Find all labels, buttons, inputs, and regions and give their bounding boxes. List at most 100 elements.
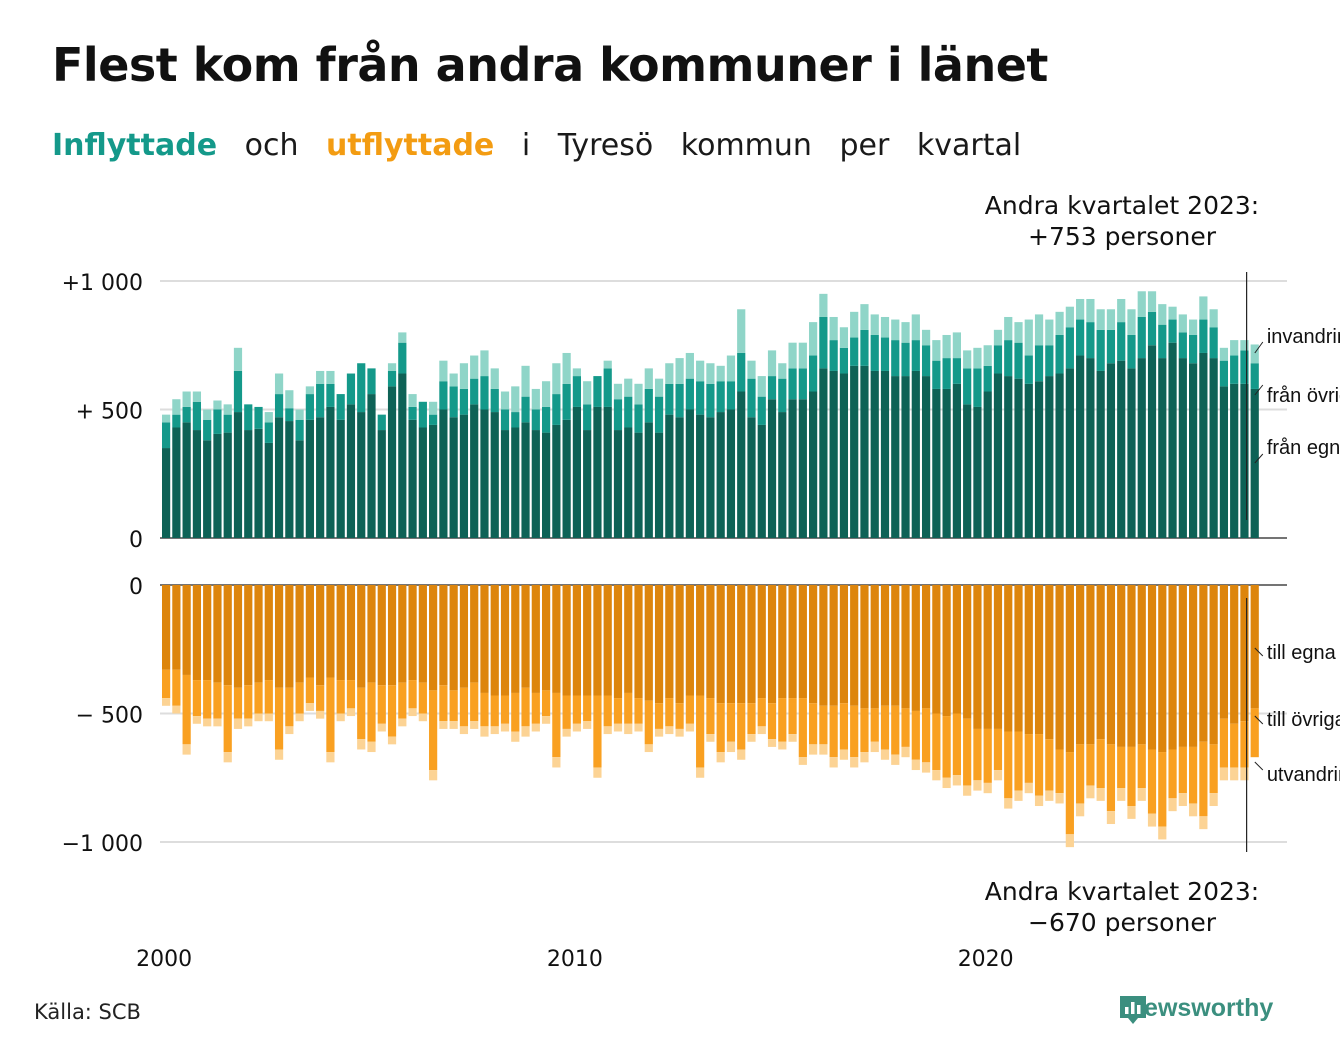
outflow-bar-segment bbox=[1004, 798, 1013, 809]
outflow-bar-segment bbox=[511, 692, 520, 732]
outflow-bar-segment bbox=[613, 723, 623, 732]
inflow-bar-segment bbox=[737, 309, 746, 353]
outflow-bar-segment bbox=[1127, 585, 1136, 747]
outflow-bar-segment bbox=[624, 585, 633, 693]
inflow-bar-segment bbox=[1250, 363, 1259, 389]
inflow-bar-segment bbox=[470, 404, 479, 538]
inflow-bar-segment bbox=[562, 352, 571, 384]
inflow-bar-segment bbox=[541, 406, 551, 433]
outflow-bar-segment bbox=[1230, 723, 1239, 768]
inflow-bar-segment bbox=[367, 368, 376, 395]
inflow-bar-segment bbox=[459, 388, 469, 415]
inflow-bar-segment bbox=[449, 417, 458, 538]
inflow-bar-segment bbox=[326, 406, 335, 538]
outflow-bar-segment bbox=[480, 692, 489, 727]
outflow-bar-segment bbox=[993, 728, 1003, 771]
outflow-bar-segment bbox=[952, 775, 961, 786]
outflow-bar-segment bbox=[932, 770, 941, 781]
outflow-bar-segment bbox=[203, 585, 212, 681]
inflow-bar-segment bbox=[654, 432, 664, 538]
inflow-bar-segment bbox=[1240, 350, 1249, 384]
inflow-bar-segment bbox=[901, 376, 910, 538]
outflow-bar-segment bbox=[767, 739, 777, 747]
inflow-bar-segment bbox=[593, 406, 602, 538]
inflow-bar-segment bbox=[1199, 352, 1208, 538]
outflow-bar-segment bbox=[726, 703, 736, 742]
inflow-bar-segment bbox=[1158, 358, 1167, 538]
inflow-bar-segment bbox=[162, 414, 171, 423]
inflow-bar-segment bbox=[398, 373, 407, 538]
inflow-bar-segment bbox=[1086, 358, 1095, 538]
inflow-bar-segment bbox=[500, 409, 510, 431]
outflow-bar-segment bbox=[367, 585, 376, 683]
outflow-bar-segment bbox=[480, 585, 489, 693]
outflow-bar-segment bbox=[613, 585, 623, 699]
bottom-y-tick-label: 0 bbox=[129, 575, 143, 600]
inflow-bar-segment bbox=[696, 381, 705, 415]
outflow-bar-segment bbox=[993, 585, 1003, 729]
outflow-bar-segment bbox=[449, 690, 458, 722]
outflow-bar-segment bbox=[1219, 718, 1229, 768]
inflow-bar-segment bbox=[1117, 322, 1126, 361]
brand-logo[interactable]: Newsworthy bbox=[1118, 994, 1273, 1024]
outflow-bar-segment bbox=[274, 687, 284, 750]
inflow-bar-segment bbox=[1209, 309, 1218, 328]
inflow-bar-segment bbox=[942, 388, 951, 538]
inflow-bar-segment bbox=[387, 363, 397, 371]
outflow-bar-segment bbox=[418, 713, 427, 722]
inflow-bar-segment bbox=[500, 430, 510, 538]
outflow-bar-segment bbox=[1024, 734, 1033, 783]
inflow-bar-segment bbox=[182, 422, 191, 538]
outflow-bar-segment bbox=[767, 585, 777, 704]
inflow-bar-segment bbox=[274, 394, 284, 418]
inflow-bar-segment bbox=[398, 342, 407, 374]
outflow-bar-segment bbox=[1055, 749, 1064, 794]
inflow-bar-segment bbox=[1096, 309, 1105, 330]
outflow-bar-segment bbox=[1168, 749, 1177, 799]
outflow-bar-segment bbox=[1086, 785, 1095, 799]
inflow-bar-segment bbox=[521, 365, 530, 397]
outflow-bar-segment bbox=[901, 708, 910, 747]
inflow-bar-segment bbox=[767, 376, 777, 400]
outflow-bar-segment bbox=[336, 680, 345, 714]
inflow-bar-segment bbox=[531, 409, 540, 431]
inflow-bar-segment bbox=[778, 412, 787, 538]
series-label: från övriga län bbox=[1267, 385, 1340, 407]
inflow-bar-segment bbox=[1034, 381, 1044, 538]
outflow-bar-segment bbox=[316, 585, 325, 686]
inflow-bar-segment bbox=[1004, 340, 1013, 377]
outflow-bar-segment bbox=[367, 741, 376, 753]
inflow-bar-segment bbox=[1178, 332, 1187, 359]
inflow-bar-segment bbox=[983, 391, 992, 538]
inflow-bar-segment bbox=[932, 388, 941, 538]
inflow-bar-segment bbox=[880, 370, 890, 538]
inflow-bar-segment bbox=[860, 304, 869, 330]
inflow-bar-segment bbox=[490, 368, 499, 389]
outflow-bar-segment bbox=[952, 713, 961, 776]
outflow-bar-segment bbox=[1065, 752, 1074, 835]
inflow-bar-segment bbox=[233, 347, 243, 371]
outflow-bar-segment bbox=[788, 585, 797, 699]
inflow-bar-segment bbox=[726, 381, 736, 410]
inflow-bar-segment bbox=[613, 399, 623, 431]
outflow-bar-segment bbox=[839, 703, 849, 750]
outflow-bar-segment bbox=[223, 585, 232, 686]
inflow-bar-segment bbox=[901, 342, 910, 377]
inflow-bar-segment bbox=[1065, 327, 1074, 369]
outflow-bar-segment bbox=[172, 669, 181, 706]
outflow-bar-segment bbox=[778, 698, 787, 742]
outflow-bar-segment bbox=[192, 585, 202, 681]
x-tick-label: 2010 bbox=[547, 947, 603, 972]
outflow-bar-segment bbox=[829, 757, 838, 768]
inflow-bar-segment bbox=[737, 352, 746, 392]
inflow-bar-segment bbox=[480, 376, 489, 410]
outflow-bar-segment bbox=[819, 705, 828, 745]
outflow-bar-segment bbox=[500, 695, 510, 724]
outflow-bar-segment bbox=[541, 716, 551, 724]
inflow-bar-segment bbox=[264, 412, 273, 423]
inflow-bar-segment bbox=[809, 322, 818, 356]
outflow-bar-segment bbox=[459, 585, 469, 688]
outflow-bar-segment bbox=[1004, 585, 1013, 732]
inflow-bar-segment bbox=[541, 381, 551, 407]
outflow-bar-segment bbox=[624, 723, 633, 735]
